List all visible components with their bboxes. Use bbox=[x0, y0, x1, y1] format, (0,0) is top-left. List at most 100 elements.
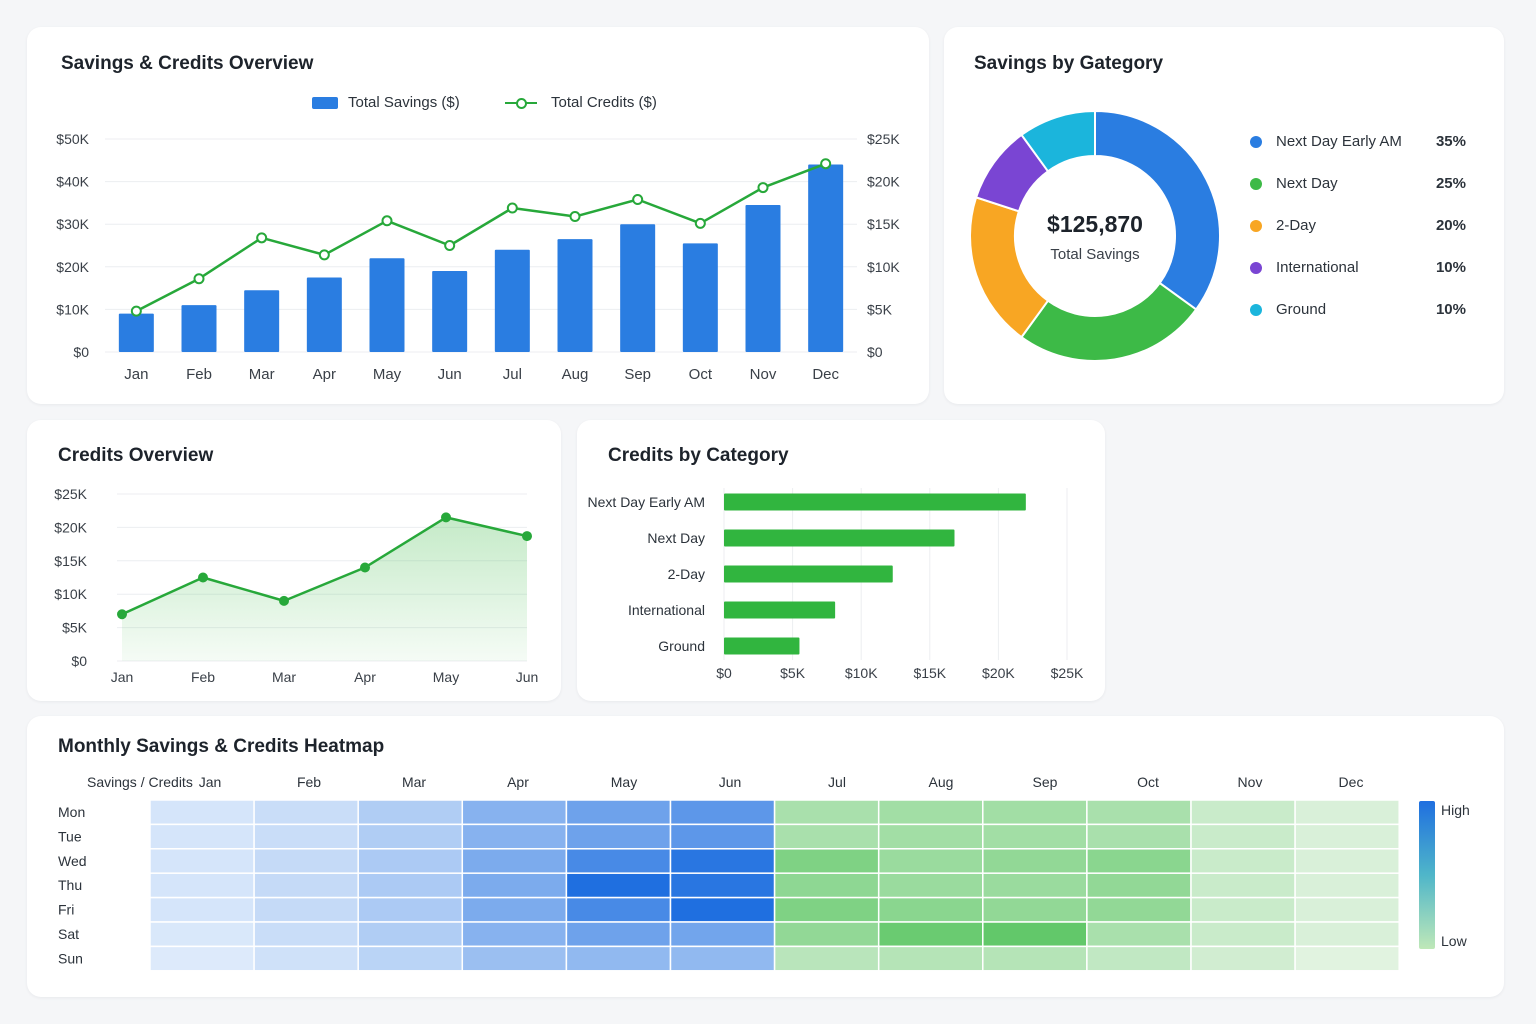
heatmap-cell-jan-sat bbox=[149, 921, 255, 948]
donut-legend-label: Next Day Early AM bbox=[1276, 133, 1402, 150]
x-tick-label: Apr bbox=[354, 669, 376, 685]
heatmap-cell-may-sat bbox=[565, 921, 672, 948]
heatmap-cell-dec-sat bbox=[1294, 921, 1400, 948]
donut-legend-item-next-day-early-am[interactable]: Next Day Early AM 35% bbox=[1250, 133, 1466, 150]
heatmap-chart: Jan Feb Mar Apr May Jun Jul Aug Sep Oct Nov Dec Mon T… bbox=[58, 774, 1435, 972]
heatmap-cell-jul-thu bbox=[773, 872, 880, 899]
heatmap-cell-oct-wed bbox=[1086, 848, 1192, 874]
x-tick-label: $0 bbox=[716, 665, 732, 681]
bar-savings-dec bbox=[808, 164, 844, 352]
credits-hbar-chart: $0 $5K $10K $15K $20K $25K Next Day Early AM Ne… bbox=[588, 488, 1084, 681]
credits-point-jun bbox=[444, 240, 456, 251]
legend-total-credits[interactable]: Total Credits ($) bbox=[505, 94, 657, 111]
heatmap-cell-feb-wed bbox=[253, 848, 359, 874]
bar-savings-sep bbox=[620, 224, 656, 352]
donut-legend-item-2-day[interactable]: 2-Day 20% bbox=[1250, 217, 1466, 234]
y-left-tick-label: $30K bbox=[56, 216, 89, 232]
x-tick-label: Feb bbox=[186, 366, 212, 383]
heatmap-cell-nov-fri bbox=[1190, 896, 1296, 923]
heatmap-cell-may-thu bbox=[565, 872, 672, 899]
donut-legend-item-ground[interactable]: Ground 10% bbox=[1250, 301, 1466, 318]
heatmap-cell-apr-mon bbox=[461, 799, 568, 826]
y-left-tick-label: $20K bbox=[56, 259, 89, 275]
heatmap-cell-nov-thu bbox=[1190, 872, 1296, 899]
hbar-next-day bbox=[724, 529, 955, 547]
heatmap-row-label-sun: Sun bbox=[58, 950, 83, 966]
heatmap-cell-sep-sun bbox=[982, 945, 1088, 972]
credits-line bbox=[135, 162, 827, 313]
heatmap-cell-dec-wed bbox=[1294, 848, 1400, 874]
heatmap-row-label-thu: Thu bbox=[58, 877, 82, 893]
y-tick-label: $20K bbox=[54, 519, 87, 535]
heatmap-col-label-jun: Jun bbox=[719, 774, 742, 790]
credits-point-dec bbox=[820, 158, 832, 170]
heatmap-cell-mar-mon bbox=[357, 799, 464, 826]
hbar-ground bbox=[724, 637, 800, 655]
legend-dot bbox=[1250, 261, 1262, 274]
x-tick-label: Aug bbox=[562, 366, 589, 383]
legend-dot bbox=[1250, 219, 1262, 232]
heatmap-cell-mar-tue bbox=[357, 823, 464, 850]
heatmap-title: Monthly Savings & Credits Heatmap bbox=[58, 736, 385, 757]
x-tick-label: Oct bbox=[689, 366, 713, 383]
credits-by-category-card: Credits by Category $0 $5K $10K $15K $20K $25… bbox=[577, 420, 1105, 701]
heatmap-cell-sep-tue bbox=[982, 823, 1088, 850]
heatmap-cell-apr-thu bbox=[461, 872, 568, 899]
credits-area-line bbox=[121, 516, 528, 616]
bar-savings-mar bbox=[244, 290, 280, 352]
bar-savings-jan bbox=[118, 313, 154, 352]
heatmap-cell-may-tue bbox=[565, 823, 672, 850]
legend-total-savings[interactable]: Total Savings ($) bbox=[312, 94, 460, 111]
heatmap-cell-aug-wed bbox=[877, 848, 984, 874]
y-right-tick-label: $25K bbox=[867, 131, 900, 147]
donut-center-label: Total Savings bbox=[1050, 246, 1140, 263]
credits-overview-title: Credits Overview bbox=[58, 445, 214, 466]
bar-savings-apr bbox=[306, 277, 342, 352]
legend-dot bbox=[1250, 135, 1262, 148]
donut-legend-item-international[interactable]: International 10% bbox=[1250, 259, 1466, 276]
x-tick-label: May bbox=[373, 366, 402, 383]
legend-dot bbox=[1250, 177, 1262, 190]
donut-slice-next-day-early-am bbox=[1094, 109, 1221, 311]
y-tick-label: Next Day bbox=[647, 530, 705, 546]
heatmap-col-label-mar: Mar bbox=[402, 774, 426, 790]
heatmap-col-label-apr: Apr bbox=[507, 774, 529, 790]
credits-area-point-feb bbox=[198, 572, 208, 583]
credits-area-point-jun bbox=[522, 531, 532, 542]
donut-legend-label: 2-Day bbox=[1276, 217, 1317, 234]
heatmap-col-label-nov: Nov bbox=[1238, 774, 1263, 790]
credits-area-point-apr bbox=[360, 562, 370, 573]
heatmap-card: Monthly Savings & Credits Heatmap Saving… bbox=[27, 716, 1504, 997]
heatmap-cell-jan-sun bbox=[149, 945, 255, 972]
heatmap-cell-jul-mon bbox=[773, 799, 880, 826]
savings-donut-chart bbox=[969, 109, 1221, 362]
heatmap-cell-feb-fri bbox=[253, 896, 359, 923]
x-tick-label: Apr bbox=[313, 366, 336, 383]
heatmap-cell-dec-thu bbox=[1294, 872, 1400, 899]
y-tick-label: $0 bbox=[71, 653, 87, 669]
heatmap-cell-oct-sat bbox=[1086, 921, 1192, 948]
legend-dot bbox=[1250, 303, 1262, 316]
y-tick-label: 2-Day bbox=[668, 566, 705, 582]
donut-legend-item-next-day[interactable]: Next Day 25% bbox=[1250, 175, 1466, 192]
donut-slice-ground bbox=[1020, 109, 1096, 173]
heatmap-cell-nov-sun bbox=[1190, 945, 1296, 972]
heatmap-cell-jan-tue bbox=[149, 823, 255, 850]
credits-overview-card: Credits Overview $0 $5K $10K $15K $20K $25K Ja… bbox=[27, 420, 561, 701]
heatmap-cell-may-wed bbox=[565, 848, 672, 874]
donut-slice-2-day bbox=[969, 196, 1050, 339]
x-tick-label: Dec bbox=[812, 366, 839, 383]
y-right-tick-label: $20K bbox=[867, 174, 900, 190]
credits-point-apr bbox=[318, 249, 330, 261]
y-tick-label: Next Day Early AM bbox=[588, 494, 705, 510]
heatmap-corner-label: Savings / Credits bbox=[87, 774, 193, 790]
credits-point-nov bbox=[757, 182, 769, 194]
x-tick-label: Jun bbox=[438, 366, 462, 383]
heatmap-cell-oct-thu bbox=[1086, 872, 1192, 899]
credits-point-jan bbox=[130, 305, 142, 317]
heatmap-col-label-feb: Feb bbox=[297, 774, 321, 790]
heatmap-cell-jul-sat bbox=[773, 921, 880, 948]
heatmap-cell-sep-mon bbox=[982, 799, 1088, 826]
bar-savings-jul bbox=[494, 249, 530, 352]
credits-area-point-may bbox=[441, 512, 451, 523]
